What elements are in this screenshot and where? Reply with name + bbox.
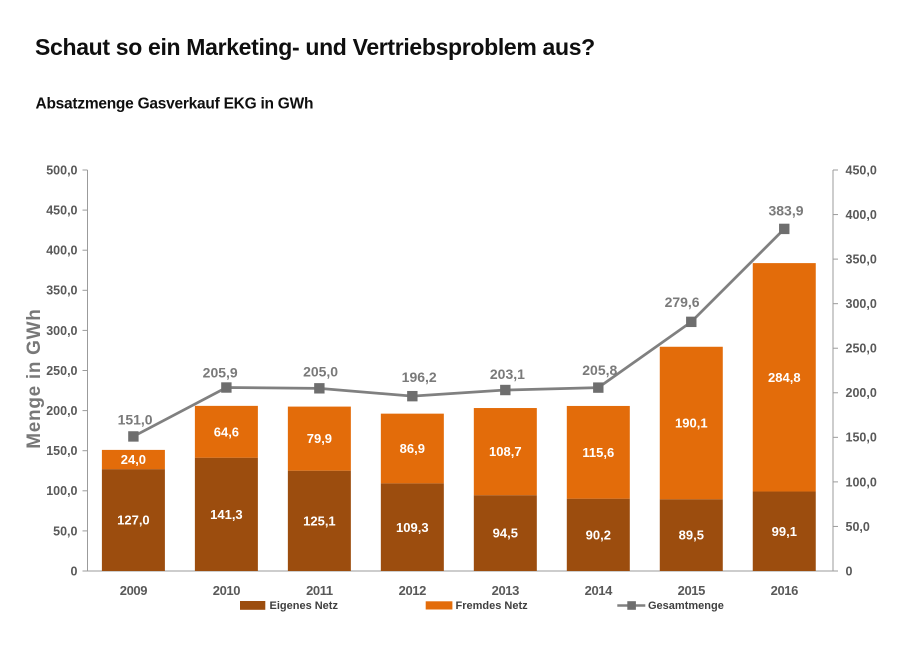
svg-text:0: 0 xyxy=(846,564,853,578)
svg-text:400,0: 400,0 xyxy=(46,244,77,258)
svg-text:450,0: 450,0 xyxy=(46,204,77,218)
svg-text:99,1: 99,1 xyxy=(772,524,797,539)
svg-text:196,2: 196,2 xyxy=(402,369,437,385)
svg-text:2014: 2014 xyxy=(585,583,613,598)
svg-text:200,0: 200,0 xyxy=(846,386,877,400)
svg-text:89,5: 89,5 xyxy=(679,528,704,543)
svg-text:250,0: 250,0 xyxy=(846,342,877,356)
svg-text:279,6: 279,6 xyxy=(665,294,700,310)
svg-text:115,6: 115,6 xyxy=(582,445,614,460)
svg-text:400,0: 400,0 xyxy=(846,208,877,222)
svg-text:Absatzmenge Gasverkauf EKG in: Absatzmenge Gasverkauf EKG in GWh xyxy=(36,96,314,113)
svg-text:151,0: 151,0 xyxy=(118,412,153,428)
svg-text:Schaut so ein Marketing- und V: Schaut so ein Marketing- und Vertriebspr… xyxy=(35,34,595,60)
svg-text:150,0: 150,0 xyxy=(46,444,77,458)
svg-text:2011: 2011 xyxy=(306,583,333,598)
svg-text:383,9: 383,9 xyxy=(768,203,803,219)
svg-text:64,6: 64,6 xyxy=(214,424,239,439)
svg-text:2016: 2016 xyxy=(771,583,798,598)
svg-text:205,9: 205,9 xyxy=(203,364,238,380)
svg-text:500,0: 500,0 xyxy=(46,163,77,177)
svg-text:205,8: 205,8 xyxy=(582,362,617,378)
svg-text:100,0: 100,0 xyxy=(846,475,877,489)
svg-text:450,0: 450,0 xyxy=(846,163,877,177)
svg-text:50,0: 50,0 xyxy=(53,524,77,538)
svg-text:2013: 2013 xyxy=(492,583,519,598)
svg-text:79,9: 79,9 xyxy=(307,431,332,446)
svg-text:Fremdes Netz: Fremdes Netz xyxy=(456,600,529,612)
svg-text:203,1: 203,1 xyxy=(490,366,525,382)
svg-text:125,1: 125,1 xyxy=(303,513,336,528)
svg-text:2012: 2012 xyxy=(399,583,426,598)
svg-text:205,0: 205,0 xyxy=(303,364,338,380)
svg-text:Eigenes Netz: Eigenes Netz xyxy=(270,600,339,612)
svg-text:350,0: 350,0 xyxy=(46,284,77,298)
svg-text:50,0: 50,0 xyxy=(846,520,870,534)
svg-text:350,0: 350,0 xyxy=(846,253,877,267)
svg-text:86,9: 86,9 xyxy=(400,441,425,456)
svg-text:90,2: 90,2 xyxy=(586,527,611,542)
svg-text:2010: 2010 xyxy=(213,583,240,598)
svg-text:250,0: 250,0 xyxy=(46,364,77,378)
svg-text:24,0: 24,0 xyxy=(121,452,146,467)
svg-text:108,7: 108,7 xyxy=(489,444,522,459)
svg-text:284,8: 284,8 xyxy=(768,370,801,385)
svg-text:300,0: 300,0 xyxy=(46,324,77,338)
svg-text:2015: 2015 xyxy=(678,583,705,598)
svg-text:141,3: 141,3 xyxy=(210,507,243,522)
svg-text:94,5: 94,5 xyxy=(493,526,518,541)
svg-text:200,0: 200,0 xyxy=(46,404,77,418)
svg-text:150,0: 150,0 xyxy=(846,431,877,445)
svg-text:2009: 2009 xyxy=(120,583,147,598)
svg-text:100,0: 100,0 xyxy=(46,484,77,498)
svg-text:127,0: 127,0 xyxy=(117,513,150,528)
svg-text:Gesamtmenge: Gesamtmenge xyxy=(648,600,724,612)
svg-text:Menge in GWh: Menge in GWh xyxy=(24,308,45,448)
svg-text:109,3: 109,3 xyxy=(396,520,429,535)
svg-text:300,0: 300,0 xyxy=(846,297,877,311)
svg-text:190,1: 190,1 xyxy=(675,416,708,431)
svg-text:0: 0 xyxy=(71,564,78,578)
